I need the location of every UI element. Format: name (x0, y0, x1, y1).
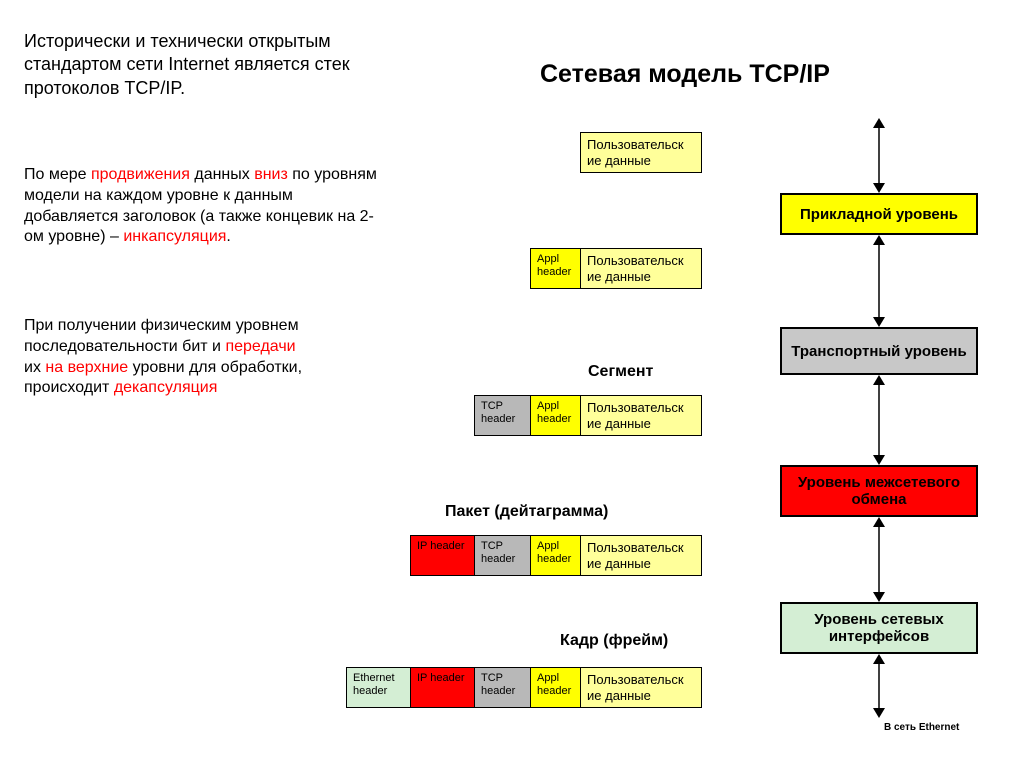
encapsulation-row: TCPheaderApplheaderПользовательские данн… (474, 395, 702, 436)
layer-arrow (871, 118, 887, 193)
decapsulation-paragraph: При получении физическим уровнем последо… (24, 316, 314, 399)
row-label-packet: Пакет (дейтаграмма) (445, 503, 608, 521)
header-cell-tcp: TCPheader (475, 396, 531, 435)
header-cell-user: Пользовательские данные (581, 133, 701, 172)
layer-box: Транспортный уровень (780, 327, 978, 375)
header-cell-appl: Applheader (531, 249, 581, 288)
encapsulation-row: IP headerTCPheaderApplheaderПользователь… (410, 535, 702, 576)
encapsulation-row: Пользовательские данные (580, 132, 702, 173)
network-footer-label: В сеть Ethernet (884, 722, 959, 733)
header-cell-user: Пользовательские данные (581, 249, 701, 288)
layer-arrow (871, 654, 887, 718)
intro-text: Исторически и технически открытым станда… (24, 30, 424, 100)
header-cell-ip: IP header (411, 668, 475, 707)
header-cell-appl: Applheader (531, 668, 581, 707)
header-cell-tcp: TCPheader (475, 668, 531, 707)
page-title: Сетевая модель TCP/IP (540, 60, 830, 89)
layer-box: Уровень сетевых интерфейсов (780, 602, 978, 654)
header-cell-user: Пользовательские данные (581, 396, 701, 435)
header-cell-user: Пользовательские данные (581, 536, 701, 575)
layer-box: Уровень межсетевого обмена (780, 465, 978, 517)
layer-arrow (871, 517, 887, 602)
layer-arrow (871, 235, 887, 327)
layer-box: Прикладной уровень (780, 193, 978, 235)
encapsulation-paragraph: По мере продвижения данных вниз по уровн… (24, 165, 380, 248)
header-cell-appl: Applheader (531, 396, 581, 435)
header-cell-tcp: TCPheader (475, 536, 531, 575)
layer-arrow (871, 375, 887, 465)
header-cell-user: Пользовательские данные (581, 668, 701, 707)
encapsulation-row: ApplheaderПользовательские данные (530, 248, 702, 289)
encapsulation-row: EthernetheaderIP headerTCPheaderApplhead… (346, 667, 702, 708)
row-label-frame: Кадр (фрейм) (560, 632, 668, 650)
header-cell-appl: Applheader (531, 536, 581, 575)
header-cell-ip: IP header (411, 536, 475, 575)
header-cell-eth: Ethernetheader (347, 668, 411, 707)
row-label-segment: Сегмент (588, 363, 653, 381)
